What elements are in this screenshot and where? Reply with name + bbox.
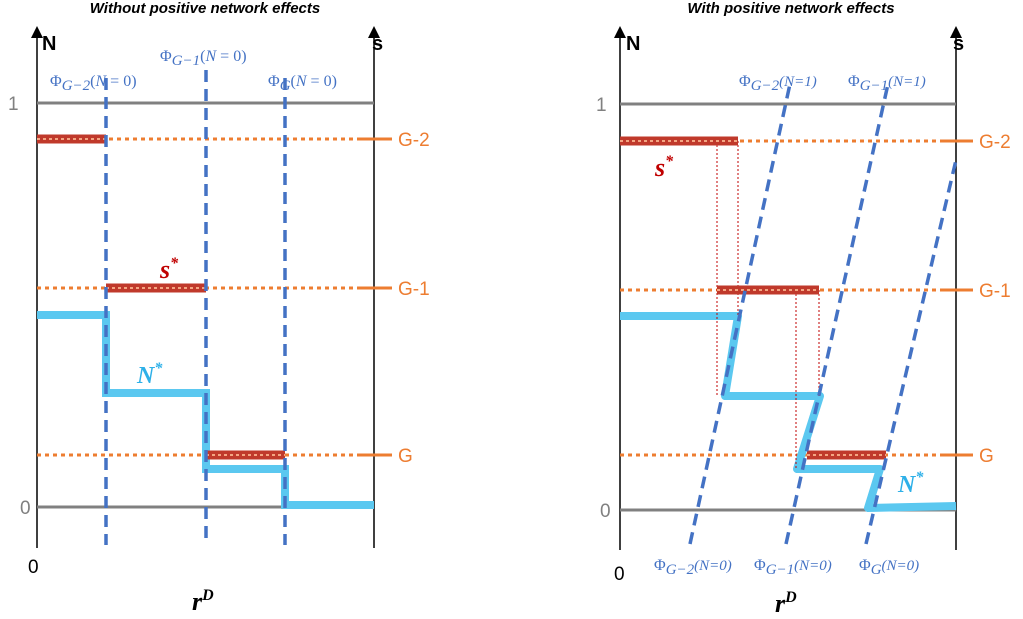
left-panel: Without positive network effects N s 0 r… xyxy=(8,0,430,616)
right-threshold-g2 xyxy=(688,83,792,545)
right-threshold-g1 xyxy=(784,83,890,545)
left-threshold-label-g: ΦG(N = 0) xyxy=(268,73,337,94)
right-threshold-g xyxy=(864,159,958,545)
right-tick-one: 1 xyxy=(596,95,607,116)
right-x-axis-label: rD xyxy=(775,589,797,618)
right-bottom-threshold-label-g2: ΦG−2(N=0) xyxy=(654,557,732,578)
right-s-axis-label: s xyxy=(953,33,964,55)
right-group-label-g2: G-2 xyxy=(979,132,1011,153)
right-top-threshold-label-g2: ΦG−2(N=1) xyxy=(739,73,817,94)
left-s-star-label: s* xyxy=(159,255,179,284)
left-tick-one: 1 xyxy=(8,94,19,115)
left-tick-zero: 0 xyxy=(20,498,31,519)
right-n-star-label: N* xyxy=(897,469,924,498)
left-s-star-segments xyxy=(37,134,285,460)
left-n-star-label: N* xyxy=(136,360,163,389)
left-threshold-label-g1: ΦG−1(N = 0) xyxy=(160,48,247,69)
left-origin-label: 0 xyxy=(28,557,39,578)
right-title: With positive network effects xyxy=(687,0,894,17)
right-group-label-g: G xyxy=(979,446,994,467)
left-y-axis-label: N xyxy=(42,33,56,55)
right-panel: With positive network effects N s 0 rD 1… xyxy=(596,0,1011,618)
left-s-axis-label: s xyxy=(372,33,383,55)
right-s-star-segments xyxy=(620,136,886,460)
right-origin-label: 0 xyxy=(614,564,625,585)
right-bottom-threshold-label-g1: ΦG−1(N=0) xyxy=(754,557,832,578)
right-y-axis-label: N xyxy=(626,33,640,55)
right-tick-zero: 0 xyxy=(600,501,611,522)
left-group-label-g: G xyxy=(398,446,413,467)
right-group-label-g1: G-1 xyxy=(979,281,1011,302)
left-title: Without positive network effects xyxy=(90,0,320,17)
left-x-axis-label: rD xyxy=(192,587,214,616)
right-s-star-label: s* xyxy=(654,153,674,182)
left-threshold-label-g2: ΦG−2(N = 0) xyxy=(50,73,137,94)
right-top-threshold-label-g1: ΦG−1(N=1) xyxy=(848,73,926,94)
right-bottom-threshold-label-g: ΦG(N=0) xyxy=(859,557,919,578)
left-group-label-g1: G-1 xyxy=(398,279,430,300)
left-group-label-g2: G-2 xyxy=(398,130,430,151)
